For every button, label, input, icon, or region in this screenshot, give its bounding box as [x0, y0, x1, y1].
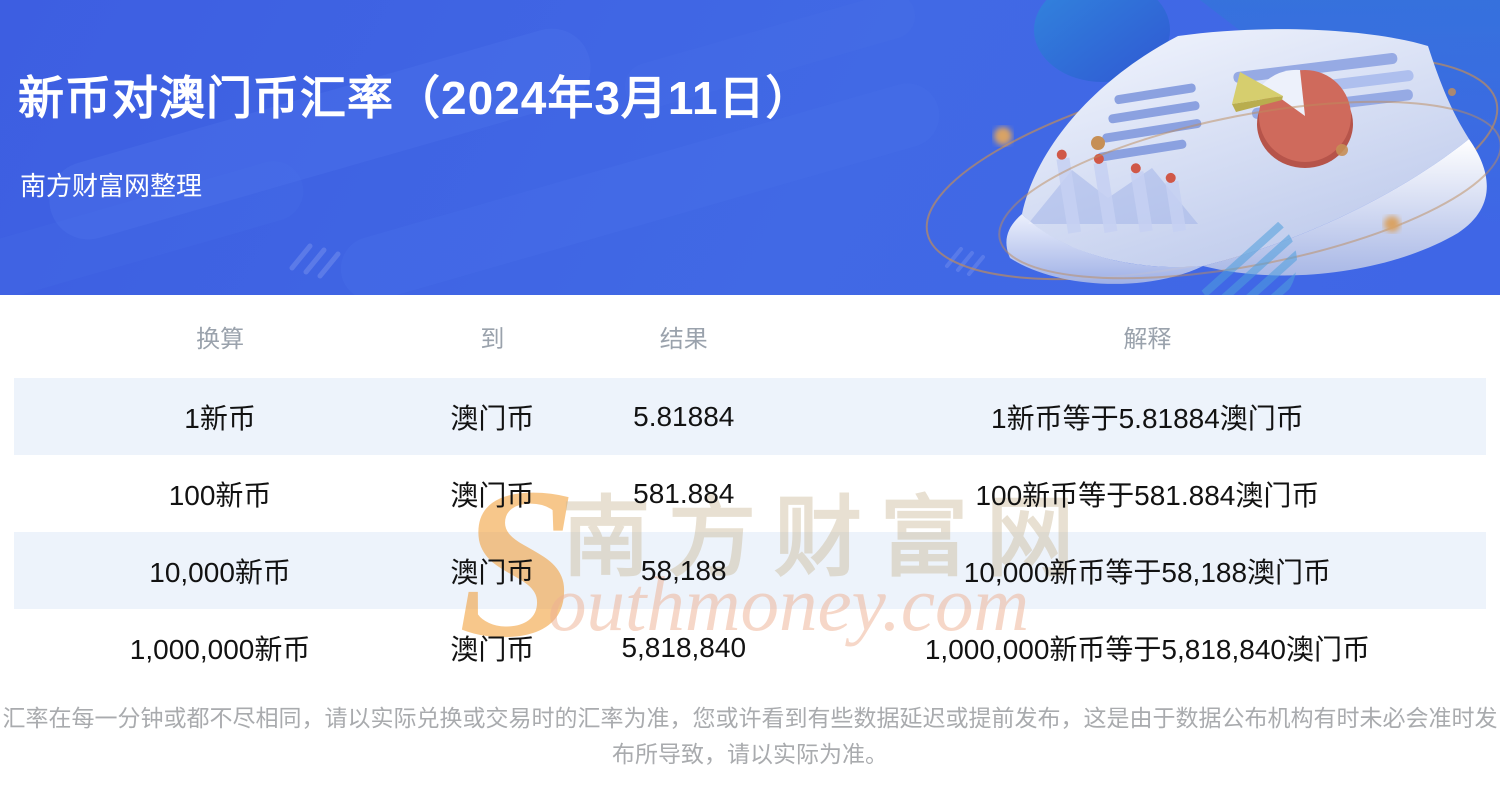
column-header-result: 结果	[659, 326, 708, 353]
cell-result: 58,188	[640, 554, 727, 586]
column-header-explain: 解释	[1123, 326, 1172, 353]
cell-explain: 100新币等于581.884澳门币	[975, 479, 1320, 511]
column-header-convert: 换算	[196, 326, 245, 353]
cell-result: 5.81884	[633, 400, 735, 432]
hatch-marks	[289, 243, 985, 279]
cell-to: 澳门币	[450, 556, 535, 588]
exchange-rate-table: 换算 到 结果 解释 1新币 澳门币 5.81884 1新币等于5.81884澳…	[0, 295, 1500, 686]
diagonal-stripes	[0, 0, 940, 295]
cell-to: 澳门币	[450, 402, 535, 434]
cell-convert: 1,000,000新币	[129, 633, 311, 665]
cell-convert: 10,000新币	[149, 556, 291, 588]
hero-banner: 新币对澳门币汇率（2024年3月11日） 南方财富网整理	[0, 0, 1500, 295]
document-illustration	[1006, 29, 1487, 284]
cell-result: 5,818,840	[621, 631, 747, 663]
page-subtitle: 南方财富网整理	[20, 171, 203, 201]
cell-convert: 100新币	[168, 479, 272, 511]
pie-chart-icon	[1232, 69, 1353, 168]
text-lines-left-icon	[1097, 83, 1202, 162]
cell-explain: 10,000新币等于58,188澳门币	[963, 556, 1332, 588]
page-title: 新币对澳门币汇率（2024年3月11日）	[18, 72, 813, 124]
cell-result: 581.884	[633, 477, 735, 509]
table-header-row: 换算 到 结果 解释	[14, 295, 1486, 378]
column-header-to: 到	[480, 326, 505, 353]
cell-to: 澳门币	[450, 633, 535, 665]
cell-to: 澳门币	[450, 479, 535, 511]
table-row: 1新币 澳门币 5.81884 1新币等于5.81884澳门币	[14, 378, 1486, 455]
cell-explain: 1,000,000新币等于5,818,840澳门币	[924, 633, 1370, 665]
table-row: 10,000新币 澳门币 58,188 10,000新币等于58,188澳门币	[14, 532, 1486, 609]
hero-decoration-illustration	[0, 0, 1500, 295]
table-row: 1,000,000新币 澳门币 5,818,840 1,000,000新币等于5…	[14, 609, 1486, 686]
disclaimer-text: 汇率在每一分钟或都不尽相同，请以实际兑换或交易时的汇率为准，您或许看到有些数据延…	[2, 705, 1498, 767]
orbit-dots	[994, 88, 1456, 232]
table-row: 100新币 澳门币 581.884 100新币等于581.884澳门币	[14, 455, 1486, 532]
cell-explain: 1新币等于5.81884澳门币	[991, 402, 1304, 434]
cell-convert: 1新币	[184, 402, 256, 434]
